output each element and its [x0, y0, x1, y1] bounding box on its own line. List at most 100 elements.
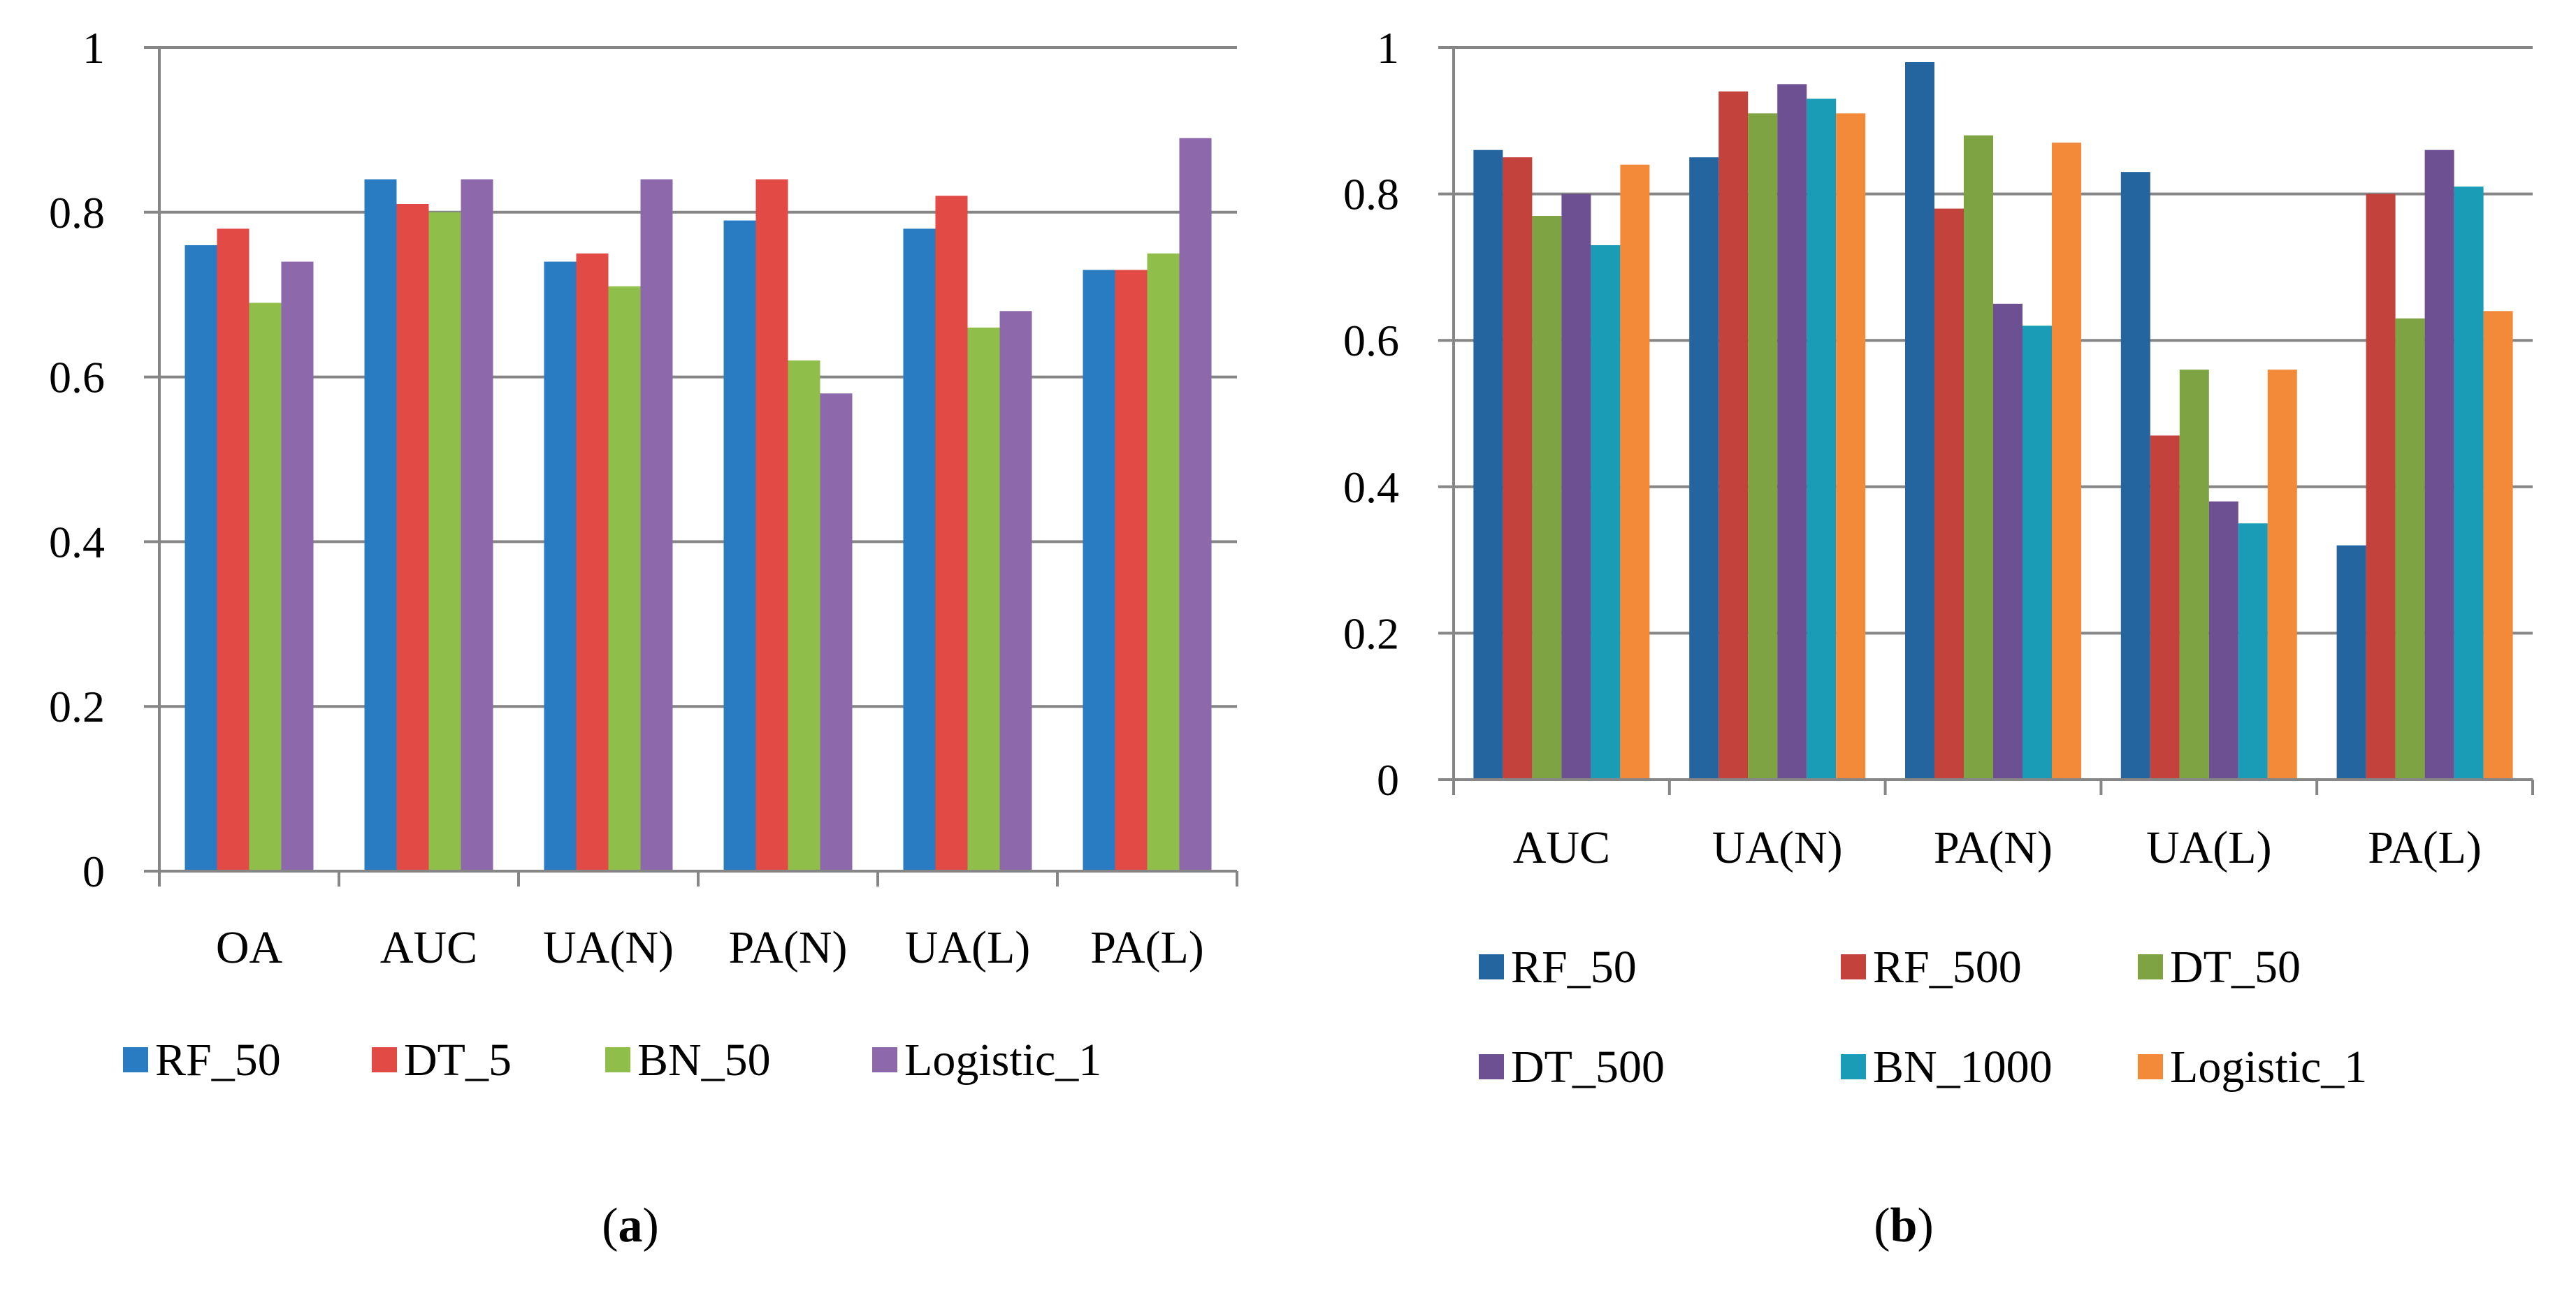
bar-dt-500-4 — [2424, 149, 2454, 780]
panel-label: (a) — [602, 1199, 659, 1253]
x-category-label: PA(N) — [1934, 822, 2053, 873]
bar-logistic-1-5 — [1179, 138, 1212, 872]
panel-label: (b) — [1874, 1199, 1934, 1253]
y-tick-label: 0.8 — [1343, 170, 1399, 219]
y-tick-label: 0.4 — [1343, 462, 1399, 512]
bar-rf-50-3 — [723, 220, 756, 872]
bar-rf-50-4 — [903, 228, 936, 871]
x-category-label: PA(L) — [1090, 922, 1204, 973]
bar-dt-50-4 — [2395, 318, 2425, 780]
bar-bn-1000-0 — [1591, 245, 1621, 780]
x-category-label: OA — [216, 922, 283, 973]
bar-dt-5-3 — [755, 179, 788, 871]
bar-logistic-1-0 — [1620, 164, 1650, 780]
bar-rf-50-2 — [1905, 61, 1934, 780]
x-category-label: UA(N) — [543, 922, 674, 973]
bar-dt-500-2 — [1993, 303, 2023, 780]
bar-rf-50-1 — [364, 179, 397, 871]
y-tick-label: 0.6 — [1343, 316, 1399, 365]
bar-rf-500-4 — [2366, 194, 2396, 780]
chart-panel-a: 0 0.2 0.4 0.6 0.8 1 OA AUC UA(N) PA(N) UA(L) PA(L) R… — [49, 23, 1238, 1253]
bar-dt-5-1 — [396, 204, 429, 871]
x-category-label: AUC — [380, 922, 477, 973]
legend-label: DT_50 — [2170, 942, 2301, 993]
legend-swatch — [2138, 1054, 2163, 1079]
bar-logistic-1-2 — [640, 179, 673, 871]
bar-rf-50-0 — [184, 245, 217, 872]
bar-logistic-1-0 — [281, 261, 314, 871]
bar-dt-50-2 — [1964, 135, 1993, 780]
x-category-label: UA(N) — [1712, 822, 1843, 873]
bar-rf-50-0 — [1473, 149, 1503, 780]
chart-panel-b: 0 0.2 0.4 0.6 0.8 1 AUC UA(N) PA(N) UA(L) PA(L) RF_… — [1343, 23, 2534, 1253]
legend-swatch — [1479, 954, 1504, 979]
bar-rf-50-2 — [544, 261, 577, 871]
legend-swatch — [605, 1047, 630, 1072]
x-category-label: PA(L) — [2368, 822, 2482, 873]
bar-bn-50-0 — [249, 302, 282, 871]
bar-logistic-1-2 — [2052, 143, 2081, 780]
legend-swatch — [2138, 954, 2163, 979]
bar-dt-5-4 — [935, 196, 968, 872]
y-tick-label: 1 — [82, 23, 105, 73]
bar-bn-50-5 — [1147, 253, 1180, 871]
bar-dt-50-1 — [1748, 113, 1778, 780]
x-category-label: UA(L) — [905, 922, 1031, 973]
bar-logistic-1-3 — [820, 393, 853, 871]
legend-label: BN_50 — [637, 1035, 771, 1086]
legend-label: DT_500 — [1511, 1042, 1665, 1093]
x-category-label: PA(N) — [729, 922, 848, 973]
y-tick-label: 0.2 — [1343, 608, 1399, 658]
legend-label: RF_500 — [1873, 942, 2022, 993]
legend-swatch — [1841, 1054, 1866, 1079]
bar-dt-500-0 — [1561, 194, 1591, 780]
bar-rf-500-0 — [1503, 157, 1533, 780]
bar-bn-50-2 — [608, 286, 641, 871]
bar-logistic-1-3 — [2267, 370, 2297, 780]
bar-bn-1000-3 — [2238, 523, 2268, 780]
bar-rf-500-3 — [2150, 435, 2180, 780]
legend-label: RF_50 — [155, 1035, 281, 1086]
bar-dt-50-0 — [1532, 216, 1562, 780]
bar-dt-500-1 — [1777, 84, 1807, 780]
bar-logistic-1-1 — [1836, 113, 1866, 780]
bar-bn-50-4 — [967, 327, 1000, 871]
legend-swatch — [123, 1047, 148, 1072]
legend-label: RF_50 — [1511, 942, 1637, 993]
bar-rf-50-1 — [1689, 157, 1719, 780]
bar-rf-50-5 — [1083, 270, 1115, 872]
bar-bn-1000-2 — [2023, 326, 2052, 780]
y-tick-label: 0 — [1377, 755, 1399, 805]
legend-label: DT_5 — [404, 1035, 512, 1086]
bar-bn-1000-1 — [1807, 99, 1837, 780]
bar-logistic-1-4 — [999, 311, 1032, 871]
bar-rf-500-2 — [1934, 208, 1964, 780]
bar-rf-50-4 — [2336, 545, 2366, 780]
legend-swatch — [372, 1047, 397, 1072]
x-category-label: AUC — [1513, 822, 1610, 873]
bar-logistic-1-1 — [461, 179, 493, 871]
legend-swatch — [1841, 954, 1866, 979]
y-tick-label: 1 — [1377, 23, 1399, 73]
legend-label: BN_1000 — [1873, 1042, 2053, 1093]
y-tick-label: 0.8 — [49, 188, 105, 238]
bar-logistic-1-4 — [2483, 311, 2513, 780]
y-tick-label: 0 — [82, 847, 105, 896]
bar-bn-1000-4 — [2454, 187, 2484, 780]
bar-dt-500-3 — [2208, 501, 2238, 780]
bar-rf-50-3 — [2120, 172, 2150, 780]
x-category-label: UA(L) — [2146, 822, 2272, 873]
y-tick-label: 0.4 — [49, 517, 105, 567]
bar-dt-50-3 — [2179, 370, 2209, 780]
legend-label: Logistic_1 — [904, 1035, 1101, 1086]
bar-dt-5-0 — [217, 228, 249, 871]
y-tick-label: 0.2 — [49, 682, 105, 731]
bar-dt-5-5 — [1115, 270, 1148, 872]
legend-label: Logistic_1 — [2170, 1042, 2367, 1093]
bar-bn-50-3 — [788, 360, 820, 871]
bar-bn-50-1 — [428, 212, 461, 871]
bar-dt-5-2 — [576, 253, 609, 871]
bar-rf-500-1 — [1718, 91, 1749, 780]
legend-swatch — [1479, 1054, 1504, 1079]
